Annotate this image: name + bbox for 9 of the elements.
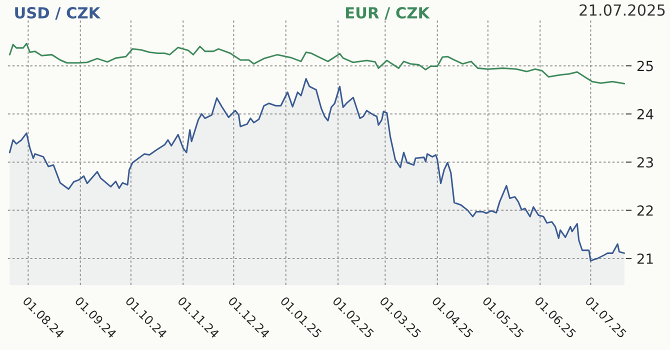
text: EUR / CZK bbox=[346, 7, 430, 20]
chart-title: 21.07.2025 bbox=[580, 4, 665, 16]
y-tick-label: 24 bbox=[637, 108, 654, 120]
y-tick-label: 21 bbox=[637, 253, 653, 264]
y-tick-label: 25 bbox=[637, 60, 653, 72]
line-series bbox=[8, 42, 626, 84]
text: USD / CZK bbox=[15, 7, 101, 20]
y-tick-label: 22 bbox=[637, 205, 653, 216]
y-tick-label: 23 bbox=[637, 157, 653, 168]
